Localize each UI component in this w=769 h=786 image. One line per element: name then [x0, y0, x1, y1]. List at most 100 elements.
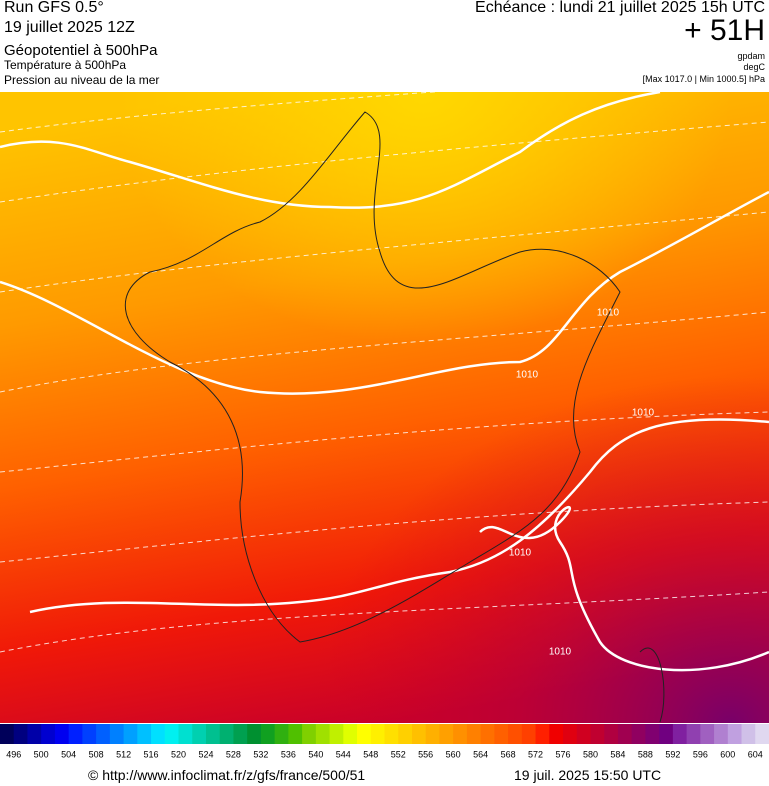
- colorbar-swatch: [329, 724, 344, 744]
- isobar-label: 1010: [516, 370, 539, 381]
- colorbar-swatch: [741, 724, 756, 744]
- colorbar-swatch: [274, 724, 289, 744]
- colorbar-swatch: [714, 724, 729, 744]
- colorbar-label: 600: [720, 749, 735, 759]
- colorbar-swatch: [384, 724, 399, 744]
- field-title: Géopotentiel à 500hPa: [4, 42, 158, 59]
- source-url: © http://www.infoclimat.fr/z/gfs/france/…: [88, 767, 366, 783]
- colorbar-swatch: [302, 724, 317, 744]
- colorbar-label: 512: [116, 749, 131, 759]
- colorbar-label: 576: [556, 749, 571, 759]
- colorbar-swatch: [617, 724, 633, 744]
- colorbar-label: 592: [665, 749, 680, 759]
- colorbar-label: 568: [501, 749, 516, 759]
- timestamp: 19 juil. 2025 15:50 UTC: [514, 767, 662, 783]
- colorbar-swatch: [357, 724, 372, 744]
- colorbar-label: 548: [363, 749, 378, 759]
- colorbar-label: 544: [336, 749, 351, 759]
- colorbar-swatch: [425, 724, 440, 744]
- temperature-isolines: [0, 92, 769, 653]
- colorbar-label: 520: [171, 749, 186, 759]
- colorbar-label: 604: [748, 749, 763, 759]
- colorbar-swatch: [535, 724, 550, 744]
- colorbar-swatch: [109, 724, 125, 744]
- colorbar-swatch: [151, 724, 166, 744]
- colorbar-swatch: [178, 724, 193, 744]
- isobar-label: 1010: [597, 308, 620, 319]
- colorbar-label: 504: [61, 749, 76, 759]
- colorbar-label: 508: [89, 749, 104, 759]
- colorbar-swatch: [645, 724, 660, 744]
- colorbar-swatch: [137, 724, 152, 744]
- isobar-label: 1010: [509, 548, 532, 559]
- colorbar-swatch: [439, 724, 454, 744]
- colorbar: 496 500 504 508 512 516 520 524 528 532 536 540 544 5…: [0, 724, 769, 759]
- isobars: [0, 92, 769, 672]
- colorbar-label: 584: [610, 749, 625, 759]
- colorbar-swatch: [260, 724, 276, 744]
- isobar-label: 1010: [549, 647, 572, 658]
- colorbar-swatch: [631, 724, 646, 744]
- colorbar-label: 532: [253, 749, 268, 759]
- colorbar-swatch: [0, 724, 15, 744]
- colorbar-swatch: [192, 724, 207, 744]
- colorbar-swatch: [411, 724, 427, 744]
- colorbar-swatch: [315, 724, 331, 744]
- pressure-range: [Max 1017.0 | Min 1000.5] hPa: [642, 74, 765, 84]
- colorbar-label: 560: [446, 749, 461, 759]
- colorbar-swatch: [755, 724, 769, 744]
- colorbar-label: 536: [281, 749, 296, 759]
- run-date: 19 juillet 2025 12Z: [4, 19, 135, 36]
- colorbar-swatch: [343, 724, 358, 744]
- colorbar-label: 552: [391, 749, 406, 759]
- colorbar-swatch: [590, 724, 605, 744]
- colorbar-swatch: [480, 724, 495, 744]
- colorbar-swatch: [233, 724, 248, 744]
- temperature-field: [0, 92, 769, 723]
- colorbar-swatch: [96, 724, 111, 744]
- colorbar-label: 540: [308, 749, 323, 759]
- colorbar-swatch: [370, 724, 385, 744]
- weather-map: 1010 1010 1010 1010 1010: [0, 92, 769, 723]
- colorbar-swatch: [686, 724, 701, 744]
- colorbar-swatch: [288, 724, 303, 744]
- colorbar-swatch: [82, 724, 97, 744]
- colorbar-swatch: [659, 724, 674, 744]
- run-title: Run GFS 0.5°: [4, 0, 104, 16]
- colorbar-swatch: [494, 724, 509, 744]
- colorbar-swatch: [672, 724, 688, 744]
- field-subtitle: Température à 500hPa: [4, 58, 127, 72]
- colorbar-label: 496: [6, 749, 21, 759]
- field-subtitle: Pression au niveau de la mer: [4, 73, 160, 87]
- colorbar-swatch: [563, 724, 578, 744]
- colorbar-swatch: [727, 724, 743, 744]
- lead-time: + 51H: [684, 14, 765, 47]
- colorbar-swatch: [466, 724, 482, 744]
- colorbar-label: 564: [473, 749, 488, 759]
- colorbar-label: 580: [583, 749, 598, 759]
- colorbar-label: 524: [198, 749, 213, 759]
- colorbar-label: 572: [528, 749, 543, 759]
- colorbar-label: 596: [693, 749, 708, 759]
- unit: degC: [743, 62, 765, 72]
- colorbar-label: 516: [144, 749, 159, 759]
- colorbar-swatch: [700, 724, 715, 744]
- isobar-label: 1010: [632, 408, 655, 419]
- unit: gpdam: [737, 51, 765, 61]
- colorbar-label: 556: [418, 749, 433, 759]
- colorbar-swatch: [576, 724, 591, 744]
- colorbar-swatch: [247, 724, 262, 744]
- colorbar-swatch: [398, 724, 413, 744]
- colorbar-swatch: [164, 724, 180, 744]
- colorbar-label: 500: [34, 749, 49, 759]
- colorbar-swatch: [453, 724, 468, 744]
- colorbar-swatch: [41, 724, 56, 744]
- colorbar-swatch: [219, 724, 234, 744]
- colorbar-label: 528: [226, 749, 241, 759]
- colorbar-swatch: [68, 724, 83, 744]
- colorbar-swatch: [13, 724, 28, 744]
- colorbar-swatch: [123, 724, 138, 744]
- coastline: [639, 647, 665, 723]
- forecast-time: Echéance : lundi 21 juillet 2025 15h UTC: [475, 0, 765, 16]
